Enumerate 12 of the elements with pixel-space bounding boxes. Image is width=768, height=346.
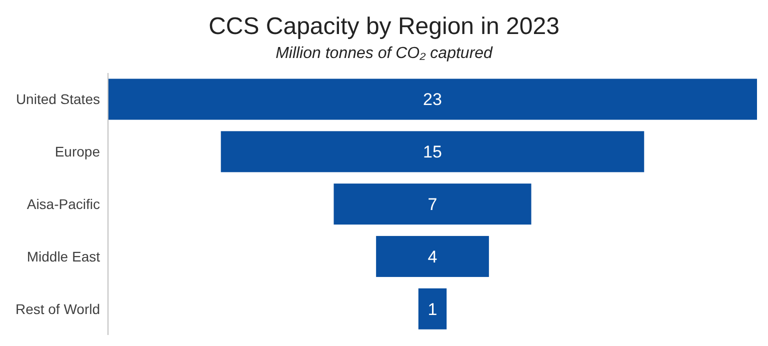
data-label: 23 — [423, 90, 442, 110]
data-label: 4 — [428, 247, 438, 266]
text: CCS Capacity by Region in 2023 — [208, 12, 560, 42]
text: Million tonnes of CO₂ captured — [274, 44, 494, 64]
category-label: United States — [16, 91, 100, 108]
category-label: Aisa-Pacific — [26, 196, 100, 212]
data-label: 7 — [428, 195, 438, 214]
data-label: 1 — [428, 300, 438, 319]
category-label: Europe — [54, 144, 100, 160]
category-label: Middle East — [26, 248, 100, 264]
category-label: Rest of World — [15, 300, 100, 317]
data-label: 15 — [423, 142, 442, 162]
